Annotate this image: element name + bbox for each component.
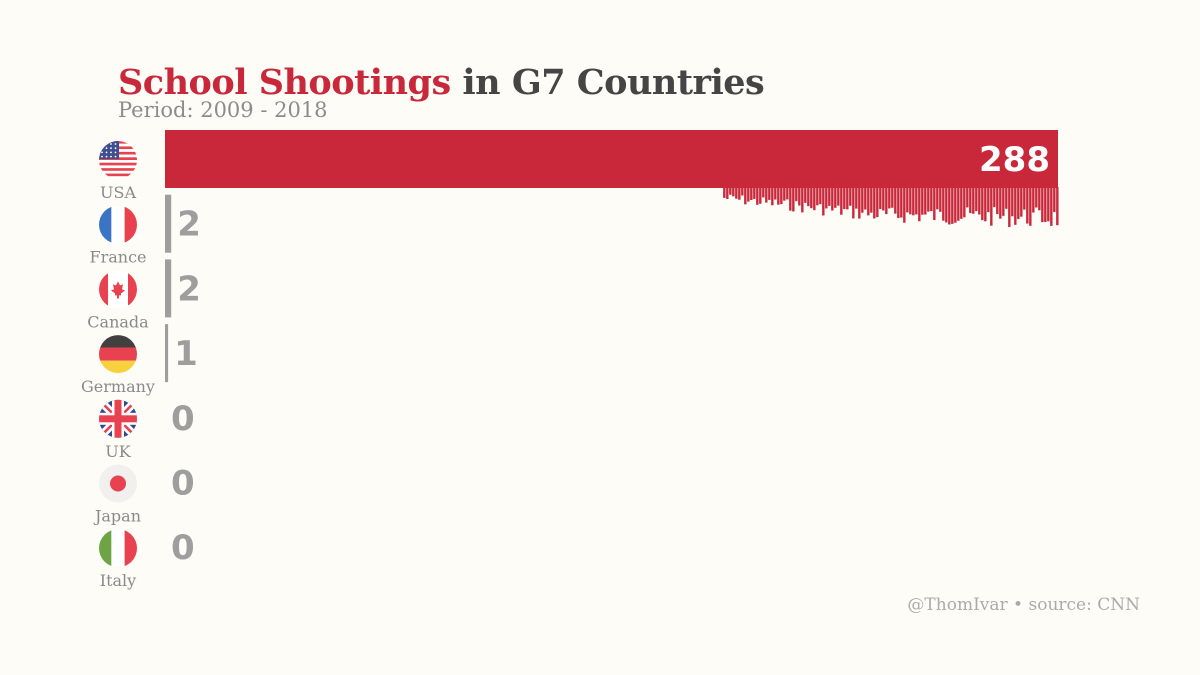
value-label: 1 — [174, 334, 198, 374]
us-flag-icon — [99, 141, 137, 179]
bar — [165, 324, 169, 383]
value-label: 2 — [177, 205, 201, 245]
bars-layer — [165, 130, 1059, 383]
chart-subtitle: Period: 2009 - 2018 — [118, 98, 328, 122]
canada-flag-icon — [99, 270, 137, 309]
value-label: 2 — [177, 269, 201, 309]
italy-flag-icon — [99, 529, 137, 568]
title-rest: in G7 Countries — [462, 62, 765, 103]
value-label: 0 — [171, 464, 195, 504]
flags-layer — [99, 141, 137, 568]
japan-flag-icon — [99, 464, 137, 503]
title-highlight: School Shootings — [118, 62, 451, 103]
country-label: UK — [105, 442, 131, 461]
france-flag-icon — [99, 205, 137, 244]
value-label: 0 — [171, 399, 195, 439]
uk-flag-icon — [99, 399, 137, 438]
value-labels: 288 2 2 1 0 0 0 — [171, 140, 1050, 568]
chart-title: School Shootings in G7 Countries — [118, 62, 765, 104]
source-credit: @ThomIvar • source: CNN — [907, 595, 1140, 615]
country-labels: USA France Canada Germany UK Japan Italy — [81, 183, 155, 590]
bar — [165, 194, 172, 253]
bar — [165, 259, 172, 318]
bar-drips — [723, 187, 1059, 228]
country-label: Canada — [87, 312, 149, 331]
country-label: Italy — [100, 571, 136, 590]
country-label: USA — [100, 183, 136, 202]
bar — [165, 130, 1058, 188]
country-label: Japan — [93, 507, 141, 526]
country-label: France — [89, 248, 146, 267]
value-label: 288 — [979, 140, 1050, 180]
germany-flag-icon — [99, 335, 137, 374]
title-block: School Shootings in G7 Countries Period:… — [118, 62, 765, 122]
country-label: Germany — [81, 377, 155, 396]
value-label: 0 — [171, 528, 195, 568]
